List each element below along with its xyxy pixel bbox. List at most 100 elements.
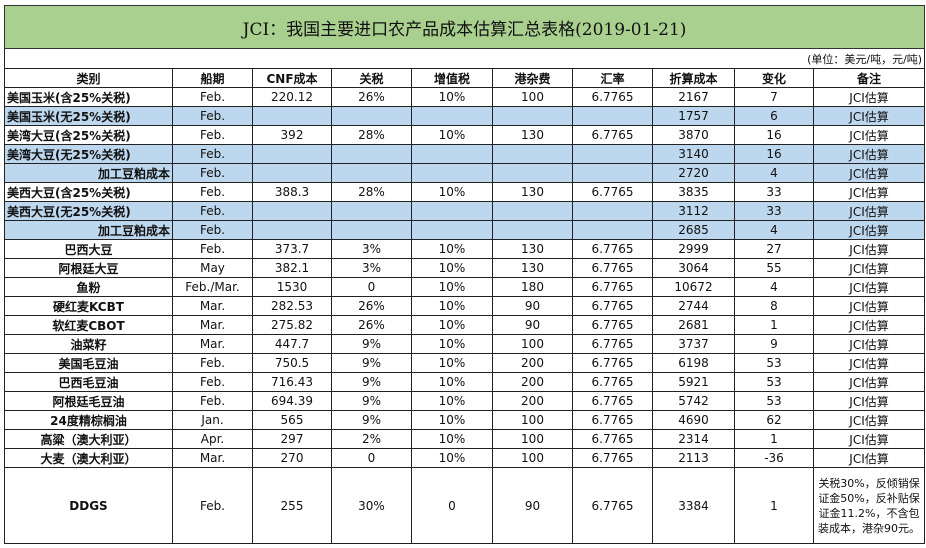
cell-remark[interactable]: JCI估算 <box>812 239 926 259</box>
cell-shipment[interactable]: Mar. <box>172 448 253 468</box>
cell-port-fee[interactable]: 90 <box>492 467 573 544</box>
cell-remark[interactable]: JCI估算 <box>812 220 926 240</box>
cell-shipment[interactable]: Feb. <box>172 144 253 164</box>
cell-converted-cost[interactable]: 5742 <box>652 391 735 411</box>
cell-change[interactable]: 55 <box>734 258 814 278</box>
cell-shipment[interactable]: Feb. <box>172 353 253 373</box>
cell-shipment[interactable]: Jan. <box>172 410 253 430</box>
cell-change[interactable]: 16 <box>734 144 814 164</box>
cell-port-fee[interactable]: 100 <box>492 410 573 430</box>
cell-converted-cost[interactable]: 2720 <box>652 163 735 183</box>
cell-category[interactable]: 鱼粉 <box>4 277 173 297</box>
cell-change[interactable]: 53 <box>734 391 814 411</box>
cell-cnf-cost[interactable]: 447.7 <box>252 334 332 354</box>
cell-change[interactable]: 7 <box>734 87 814 107</box>
cell-exchange-rate[interactable] <box>572 201 653 221</box>
cell-port-fee[interactable]: 180 <box>492 277 573 297</box>
cell-port-fee[interactable] <box>492 163 573 183</box>
cell-cnf-cost[interactable]: 373.7 <box>252 239 332 259</box>
cell-cnf-cost[interactable] <box>252 220 332 240</box>
cell-converted-cost[interactable]: 3140 <box>652 144 735 164</box>
cell-exchange-rate[interactable]: 6.7765 <box>572 315 653 335</box>
cell-tariff[interactable] <box>331 220 412 240</box>
cell-exchange-rate[interactable]: 6.7765 <box>572 277 653 297</box>
cell-vat[interactable]: 10% <box>411 448 493 468</box>
cell-vat[interactable]: 10% <box>411 315 493 335</box>
cell-change[interactable]: 6 <box>734 106 814 126</box>
cell-exchange-rate[interactable] <box>572 163 653 183</box>
cell-exchange-rate[interactable]: 6.7765 <box>572 429 653 449</box>
cell-cnf-cost[interactable]: 382.1 <box>252 258 332 278</box>
cell-change[interactable]: 9 <box>734 334 814 354</box>
cell-change[interactable]: 8 <box>734 296 814 316</box>
cell-change[interactable]: 4 <box>734 277 814 297</box>
cell-cnf-cost[interactable] <box>252 106 332 126</box>
cell-remark[interactable]: JCI估算 <box>812 353 926 373</box>
cell-exchange-rate[interactable]: 6.7765 <box>572 372 653 392</box>
cell-remark[interactable]: JCI估算 <box>812 372 926 392</box>
cell-category[interactable]: 阿根廷大豆 <box>4 258 173 278</box>
cell-category[interactable]: 美西大豆(含25%关税) <box>4 182 173 202</box>
cell-category[interactable]: 美国玉米(含25%关税) <box>4 87 173 107</box>
cell-cnf-cost[interactable]: 750.5 <box>252 353 332 373</box>
cell-change[interactable]: 33 <box>734 201 814 221</box>
cell-shipment[interactable]: Mar. <box>172 296 253 316</box>
cell-converted-cost[interactable]: 3112 <box>652 201 735 221</box>
cell-category[interactable]: DDGS <box>4 467 173 544</box>
cell-category[interactable]: 美国毛豆油 <box>4 353 173 373</box>
cell-category[interactable]: 巴西大豆 <box>4 239 173 259</box>
cell-port-fee[interactable]: 130 <box>492 258 573 278</box>
cell-port-fee[interactable] <box>492 106 573 126</box>
header-tariff[interactable]: 关税 <box>331 68 412 88</box>
cell-category[interactable]: 美湾大豆(含25%关税) <box>4 125 173 145</box>
cell-exchange-rate[interactable]: 6.7765 <box>572 87 653 107</box>
cell-vat[interactable]: 10% <box>411 429 493 449</box>
cell-cnf-cost[interactable] <box>252 201 332 221</box>
cell-cnf-cost[interactable]: 282.53 <box>252 296 332 316</box>
cell-vat[interactable]: 10% <box>411 239 493 259</box>
cell-tariff[interactable] <box>331 144 412 164</box>
cell-vat[interactable] <box>411 201 493 221</box>
cell-exchange-rate[interactable] <box>572 220 653 240</box>
header-converted-cost[interactable]: 折算成本 <box>652 68 735 88</box>
cell-remark[interactable]: JCI估算 <box>812 106 926 126</box>
cell-converted-cost[interactable]: 6198 <box>652 353 735 373</box>
cell-change[interactable]: -36 <box>734 448 814 468</box>
cell-change[interactable]: 1 <box>734 429 814 449</box>
cell-cnf-cost[interactable]: 388.3 <box>252 182 332 202</box>
cell-vat[interactable]: 10% <box>411 334 493 354</box>
cell-tariff[interactable]: 9% <box>331 410 412 430</box>
header-cnf-cost[interactable]: CNF成本 <box>252 68 332 88</box>
cell-converted-cost[interactable]: 2685 <box>652 220 735 240</box>
header-remark[interactable]: 备注 <box>812 68 926 88</box>
cell-cnf-cost[interactable]: 392 <box>252 125 332 145</box>
cell-vat[interactable]: 0 <box>411 467 493 544</box>
header-vat[interactable]: 增值税 <box>411 68 493 88</box>
cell-category[interactable]: 高粱（澳大利亚） <box>4 429 173 449</box>
cell-exchange-rate[interactable]: 6.7765 <box>572 448 653 468</box>
cell-exchange-rate[interactable] <box>572 106 653 126</box>
cell-converted-cost[interactable]: 3384 <box>652 467 735 544</box>
cell-shipment[interactable]: Feb. <box>172 201 253 221</box>
cell-category[interactable]: 硬红麦KCBT <box>4 296 173 316</box>
cell-shipment[interactable]: Feb. <box>172 467 253 544</box>
cell-tariff[interactable]: 9% <box>331 353 412 373</box>
cell-change[interactable]: 62 <box>734 410 814 430</box>
cell-remark[interactable]: JCI估算 <box>812 410 926 430</box>
header-shipment[interactable]: 船期 <box>172 68 253 88</box>
cell-remark[interactable]: JCI估算 <box>812 125 926 145</box>
cell-category[interactable]: 24度精棕榈油 <box>4 410 173 430</box>
cell-converted-cost[interactable]: 4690 <box>652 410 735 430</box>
cell-tariff[interactable] <box>331 163 412 183</box>
cell-change[interactable]: 4 <box>734 220 814 240</box>
cell-tariff[interactable]: 9% <box>331 334 412 354</box>
cell-port-fee[interactable] <box>492 144 573 164</box>
cell-category[interactable]: 油菜籽 <box>4 334 173 354</box>
cell-tariff[interactable]: 9% <box>331 391 412 411</box>
cell-tariff[interactable]: 26% <box>331 296 412 316</box>
cell-converted-cost[interactable]: 2113 <box>652 448 735 468</box>
cell-cnf-cost[interactable]: 716.43 <box>252 372 332 392</box>
cell-category[interactable]: 阿根廷毛豆油 <box>4 391 173 411</box>
cell-change[interactable]: 16 <box>734 125 814 145</box>
cell-tariff[interactable] <box>331 201 412 221</box>
